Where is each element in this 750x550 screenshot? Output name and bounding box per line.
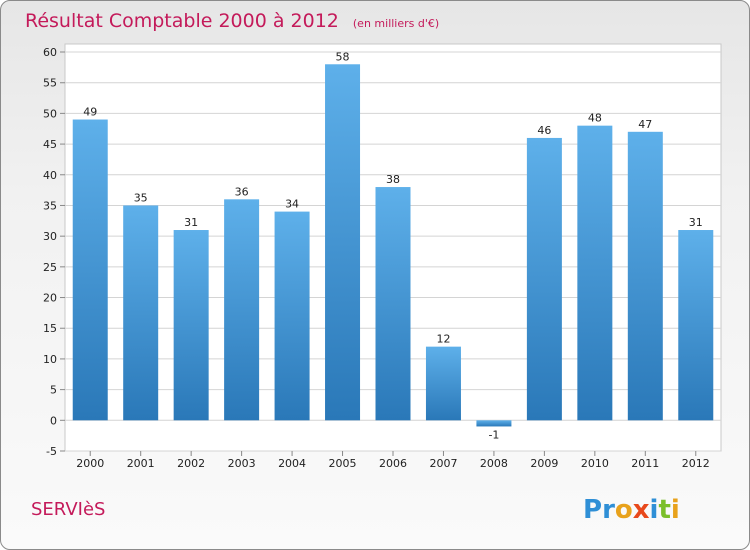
x-tick-label: 2011 [631,457,659,470]
y-tick-label: 35 [43,199,57,212]
y-tick-label: 30 [43,230,57,243]
commune-name: SERVIèS [31,499,105,520]
proxiti-logo[interactable]: Proxiti [583,495,680,525]
data-label: 58 [336,50,350,63]
plot-area: -5 0 5 10 15 20 25 30 35 40 45 50 55 60 49 35 31 36 34 58 3… [43,43,722,470]
data-label: 35 [134,191,148,204]
x-tick-label: 2007 [429,457,457,470]
y-tick-label: -5 [46,445,57,458]
logo-letter: o [615,495,633,525]
data-label: 38 [386,173,400,186]
bar-2004 [274,211,310,421]
y-tick-label: 60 [43,46,57,59]
data-label: 31 [184,216,198,229]
x-tick-label: 2004 [278,457,306,470]
x-tick-label: 2001 [127,457,155,470]
y-tick-label: 50 [43,107,57,120]
x-tick-label: 2005 [329,457,357,470]
bar-2012 [678,230,714,421]
data-label: 12 [436,333,450,346]
y-tick-label: 5 [50,384,57,397]
bar-2009 [526,137,562,421]
logo-letter: i [671,495,680,525]
x-tick-label: 2002 [177,457,205,470]
logo-letter: r [602,495,615,525]
bar-2008 [476,420,512,427]
y-tick-label: 0 [50,414,57,427]
x-tick-label: 2006 [379,457,407,470]
y-tick-label: 10 [43,353,57,366]
logo-letter: P [583,495,602,525]
data-label: 46 [537,124,551,137]
x-tick-label: 2003 [228,457,256,470]
data-label: 36 [235,185,249,198]
logo-letter: t [658,495,670,525]
bar-series: 49 35 31 36 34 58 38 12 -1 46 48 47 31 [72,50,714,441]
data-label: 49 [83,106,97,119]
y-tick-label: 55 [43,77,57,90]
bar-2005 [325,64,361,421]
bar-2006 [375,187,411,421]
x-tick-label: 2009 [530,457,558,470]
bar-2003 [224,199,260,421]
y-tick-label: 15 [43,322,57,335]
data-label: 31 [689,216,703,229]
y-tick-label: 45 [43,138,57,151]
chart-subtitle-text: (en milliers d'€) [353,17,439,30]
x-tick-label: 2008 [480,457,508,470]
logo-letter: i [650,495,659,525]
data-label: -1 [488,428,499,441]
bar-2001 [123,205,159,421]
y-tick-label: 25 [43,261,57,274]
bar-2007 [425,346,461,421]
chart-title-text: Résultat Comptable 2000 à 2012 [25,10,339,32]
bar-2010 [577,125,613,421]
data-label: 48 [588,112,602,125]
x-tick-label: 2010 [581,457,609,470]
x-tick-label: 2000 [76,457,104,470]
logo-letter: x [633,495,650,525]
y-tick-label: 20 [43,292,57,305]
x-tick-label: 2012 [682,457,710,470]
y-axis: -5 0 5 10 15 20 25 30 35 40 45 50 55 60 [43,46,65,458]
data-label: 47 [638,118,652,131]
data-label: 34 [285,198,299,211]
x-axis: 2000 2001 2002 2003 2004 2005 2006 2007 2008 2009… [76,451,710,470]
bar-2002 [173,230,209,421]
y-tick-label: 40 [43,169,57,182]
bar-2000 [72,119,108,421]
bar-2011 [627,131,663,421]
chart-title: Résultat Comptable 2000 à 2012 (en milli… [25,10,439,32]
